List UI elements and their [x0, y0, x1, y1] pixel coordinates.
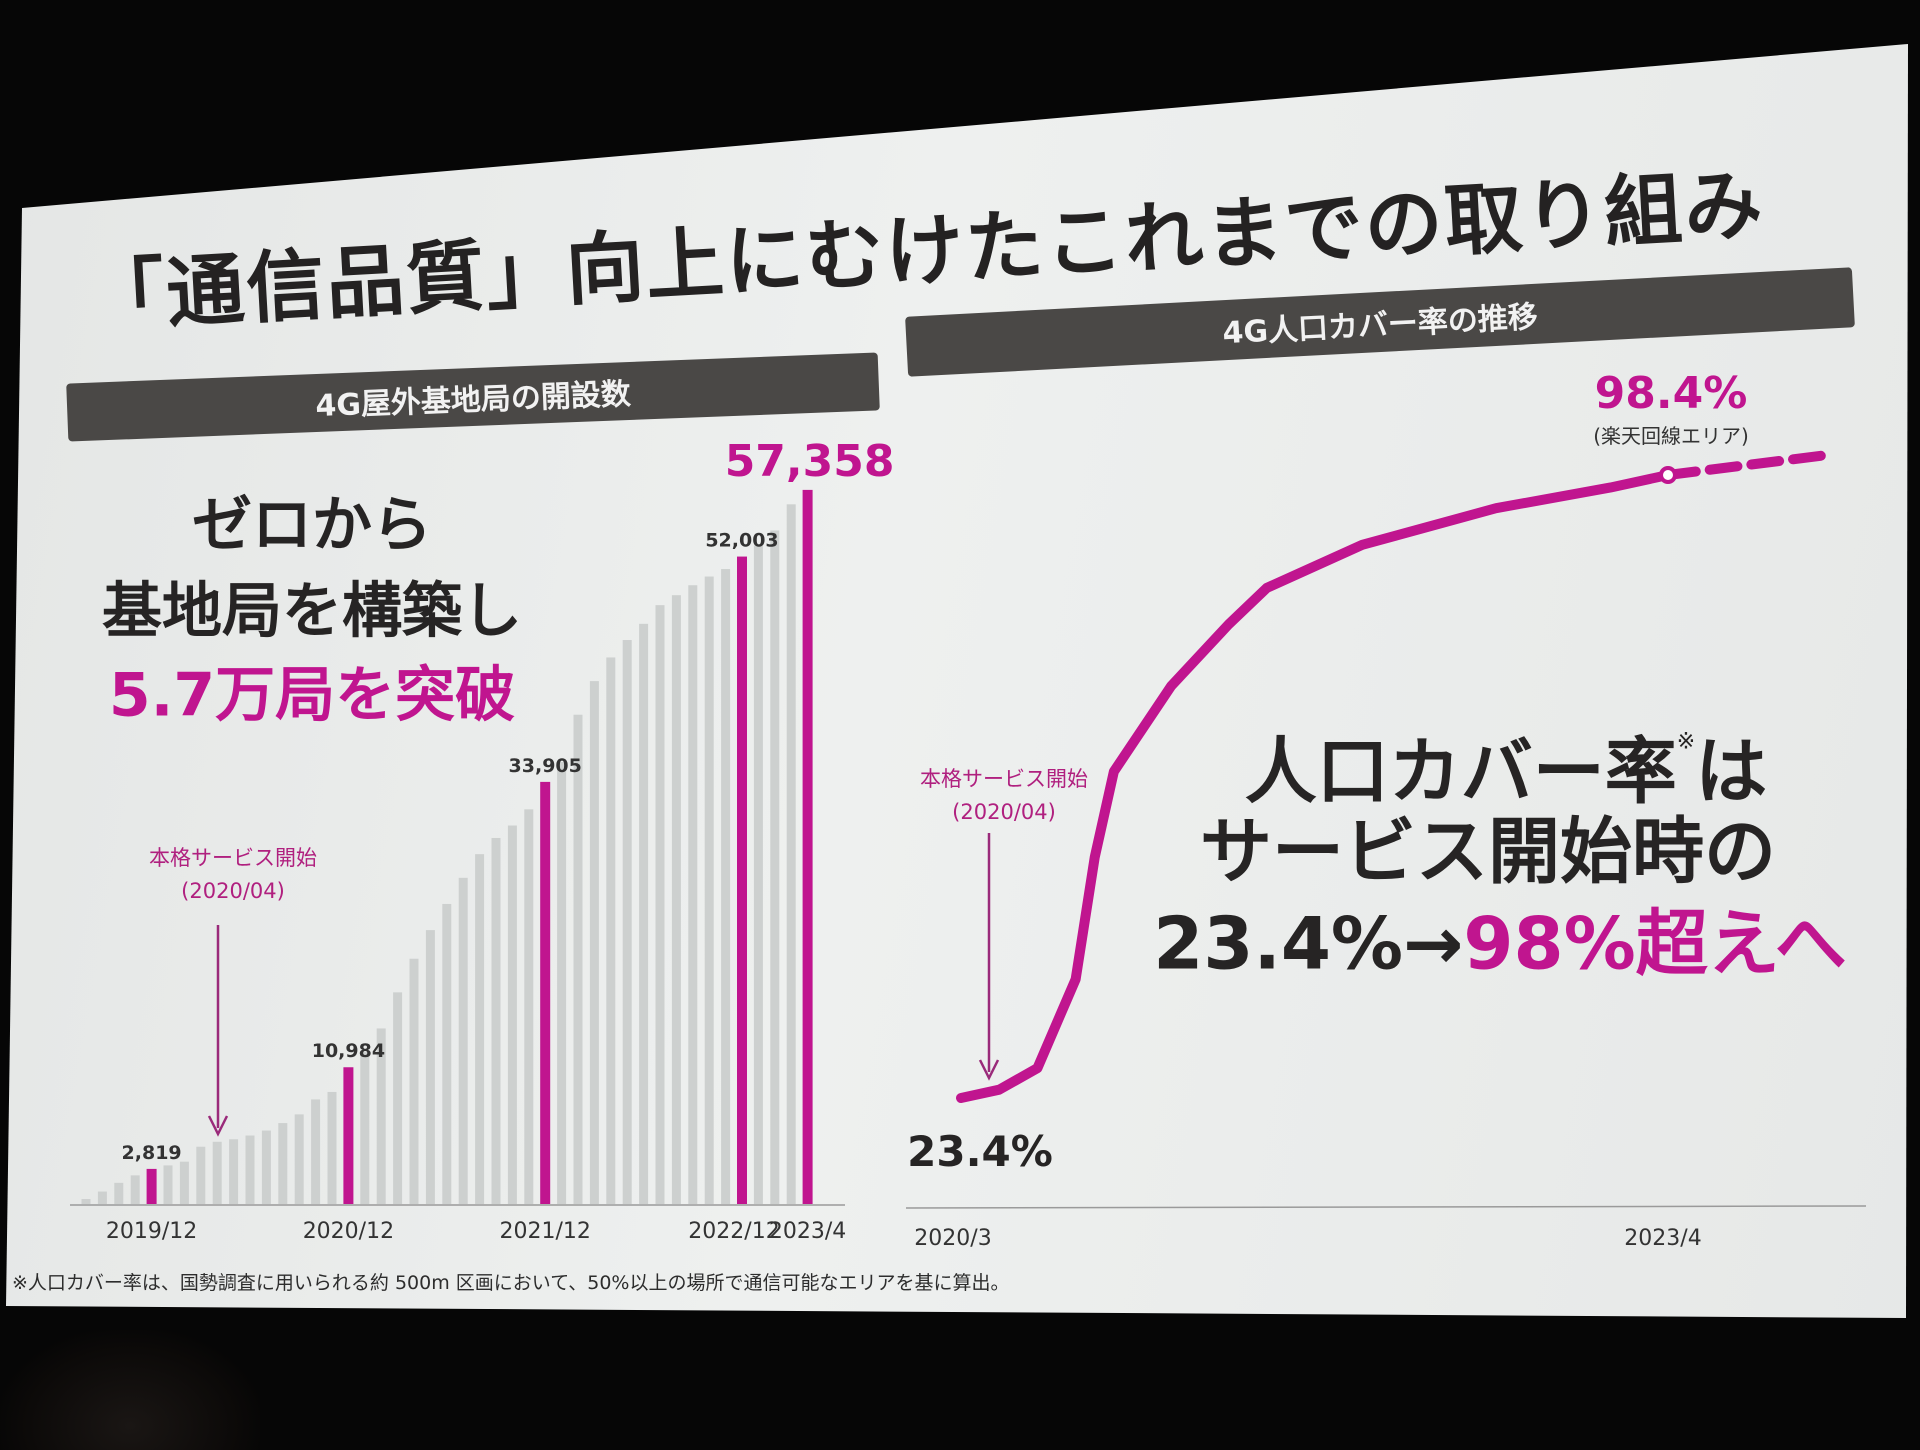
bar — [492, 838, 501, 1204]
bar-data-label: 52,003 — [705, 530, 778, 552]
bar-data-label: 33,905 — [509, 755, 582, 777]
bar — [442, 904, 451, 1204]
bar — [360, 1052, 369, 1204]
bar — [672, 595, 681, 1204]
base-station-bar-chart: 2,819 10,984 33,905 52,003 57,358 2019/12 2020… — [70, 436, 894, 1244]
bar-data-label: 10,984 — [312, 1040, 385, 1062]
bar — [164, 1165, 173, 1204]
end-value-label: 98.4% — [1595, 368, 1748, 419]
bar — [574, 715, 583, 1204]
bar — [475, 854, 484, 1204]
bar — [393, 992, 402, 1204]
start-value-label: 23.4% — [907, 1127, 1053, 1176]
bar — [262, 1131, 271, 1204]
bar — [754, 545, 763, 1204]
bar — [623, 640, 632, 1204]
bar — [410, 959, 419, 1204]
line-x-tick-label: 2020/3 — [914, 1226, 991, 1251]
line-axis — [906, 1206, 1866, 1208]
bar — [311, 1099, 320, 1204]
bar — [82, 1199, 91, 1204]
bar-x-tick-label: 2020/12 — [303, 1219, 394, 1244]
bar — [213, 1142, 222, 1204]
bar-x-tick-label: 2019/12 — [106, 1219, 197, 1244]
bar — [721, 569, 730, 1204]
bar-highlighted — [737, 557, 747, 1204]
bar — [295, 1114, 304, 1204]
bar-x-tick-label: 2023/4 — [769, 1219, 846, 1244]
bar — [229, 1139, 238, 1204]
bar — [278, 1123, 287, 1204]
bar — [328, 1092, 337, 1204]
bar — [459, 878, 468, 1204]
bar — [656, 605, 665, 1204]
bar — [787, 504, 796, 1204]
bar — [557, 762, 566, 1204]
bar-x-tick-label: 2022/12 — [688, 1219, 779, 1244]
bar-highlighted — [803, 490, 813, 1204]
coverage-line — [961, 475, 1668, 1098]
bar — [590, 681, 599, 1204]
bar — [639, 624, 648, 1204]
bar-highlighted — [147, 1169, 157, 1204]
bar — [508, 826, 517, 1204]
coverage-line-chart: 23.4% 98.4% (楽天回線エリア) 2020/3 2023/4 — [906, 368, 1866, 1251]
coverage-projection-dashed — [1668, 455, 1827, 475]
bar-x-tick-label: 2021/12 — [499, 1219, 590, 1244]
bar — [98, 1192, 107, 1204]
bar — [131, 1175, 140, 1204]
line-x-tick-label: 2023/4 — [1624, 1226, 1701, 1251]
bar — [114, 1183, 123, 1204]
end-value-sublabel: (楽天回線エリア) — [1593, 424, 1749, 448]
bar — [524, 809, 533, 1204]
bar — [606, 657, 615, 1204]
endpoint-marker — [1661, 468, 1675, 482]
bar-data-label: 2,819 — [122, 1142, 182, 1164]
bar-highlighted — [343, 1067, 353, 1204]
bar — [196, 1147, 205, 1204]
bar — [705, 577, 714, 1204]
bar — [770, 530, 779, 1204]
bar-highlighted — [540, 782, 550, 1204]
bar — [246, 1136, 255, 1204]
bar — [688, 585, 697, 1204]
bar — [180, 1162, 189, 1204]
bar-data-label: 57,358 — [725, 436, 895, 487]
bar — [426, 930, 435, 1204]
